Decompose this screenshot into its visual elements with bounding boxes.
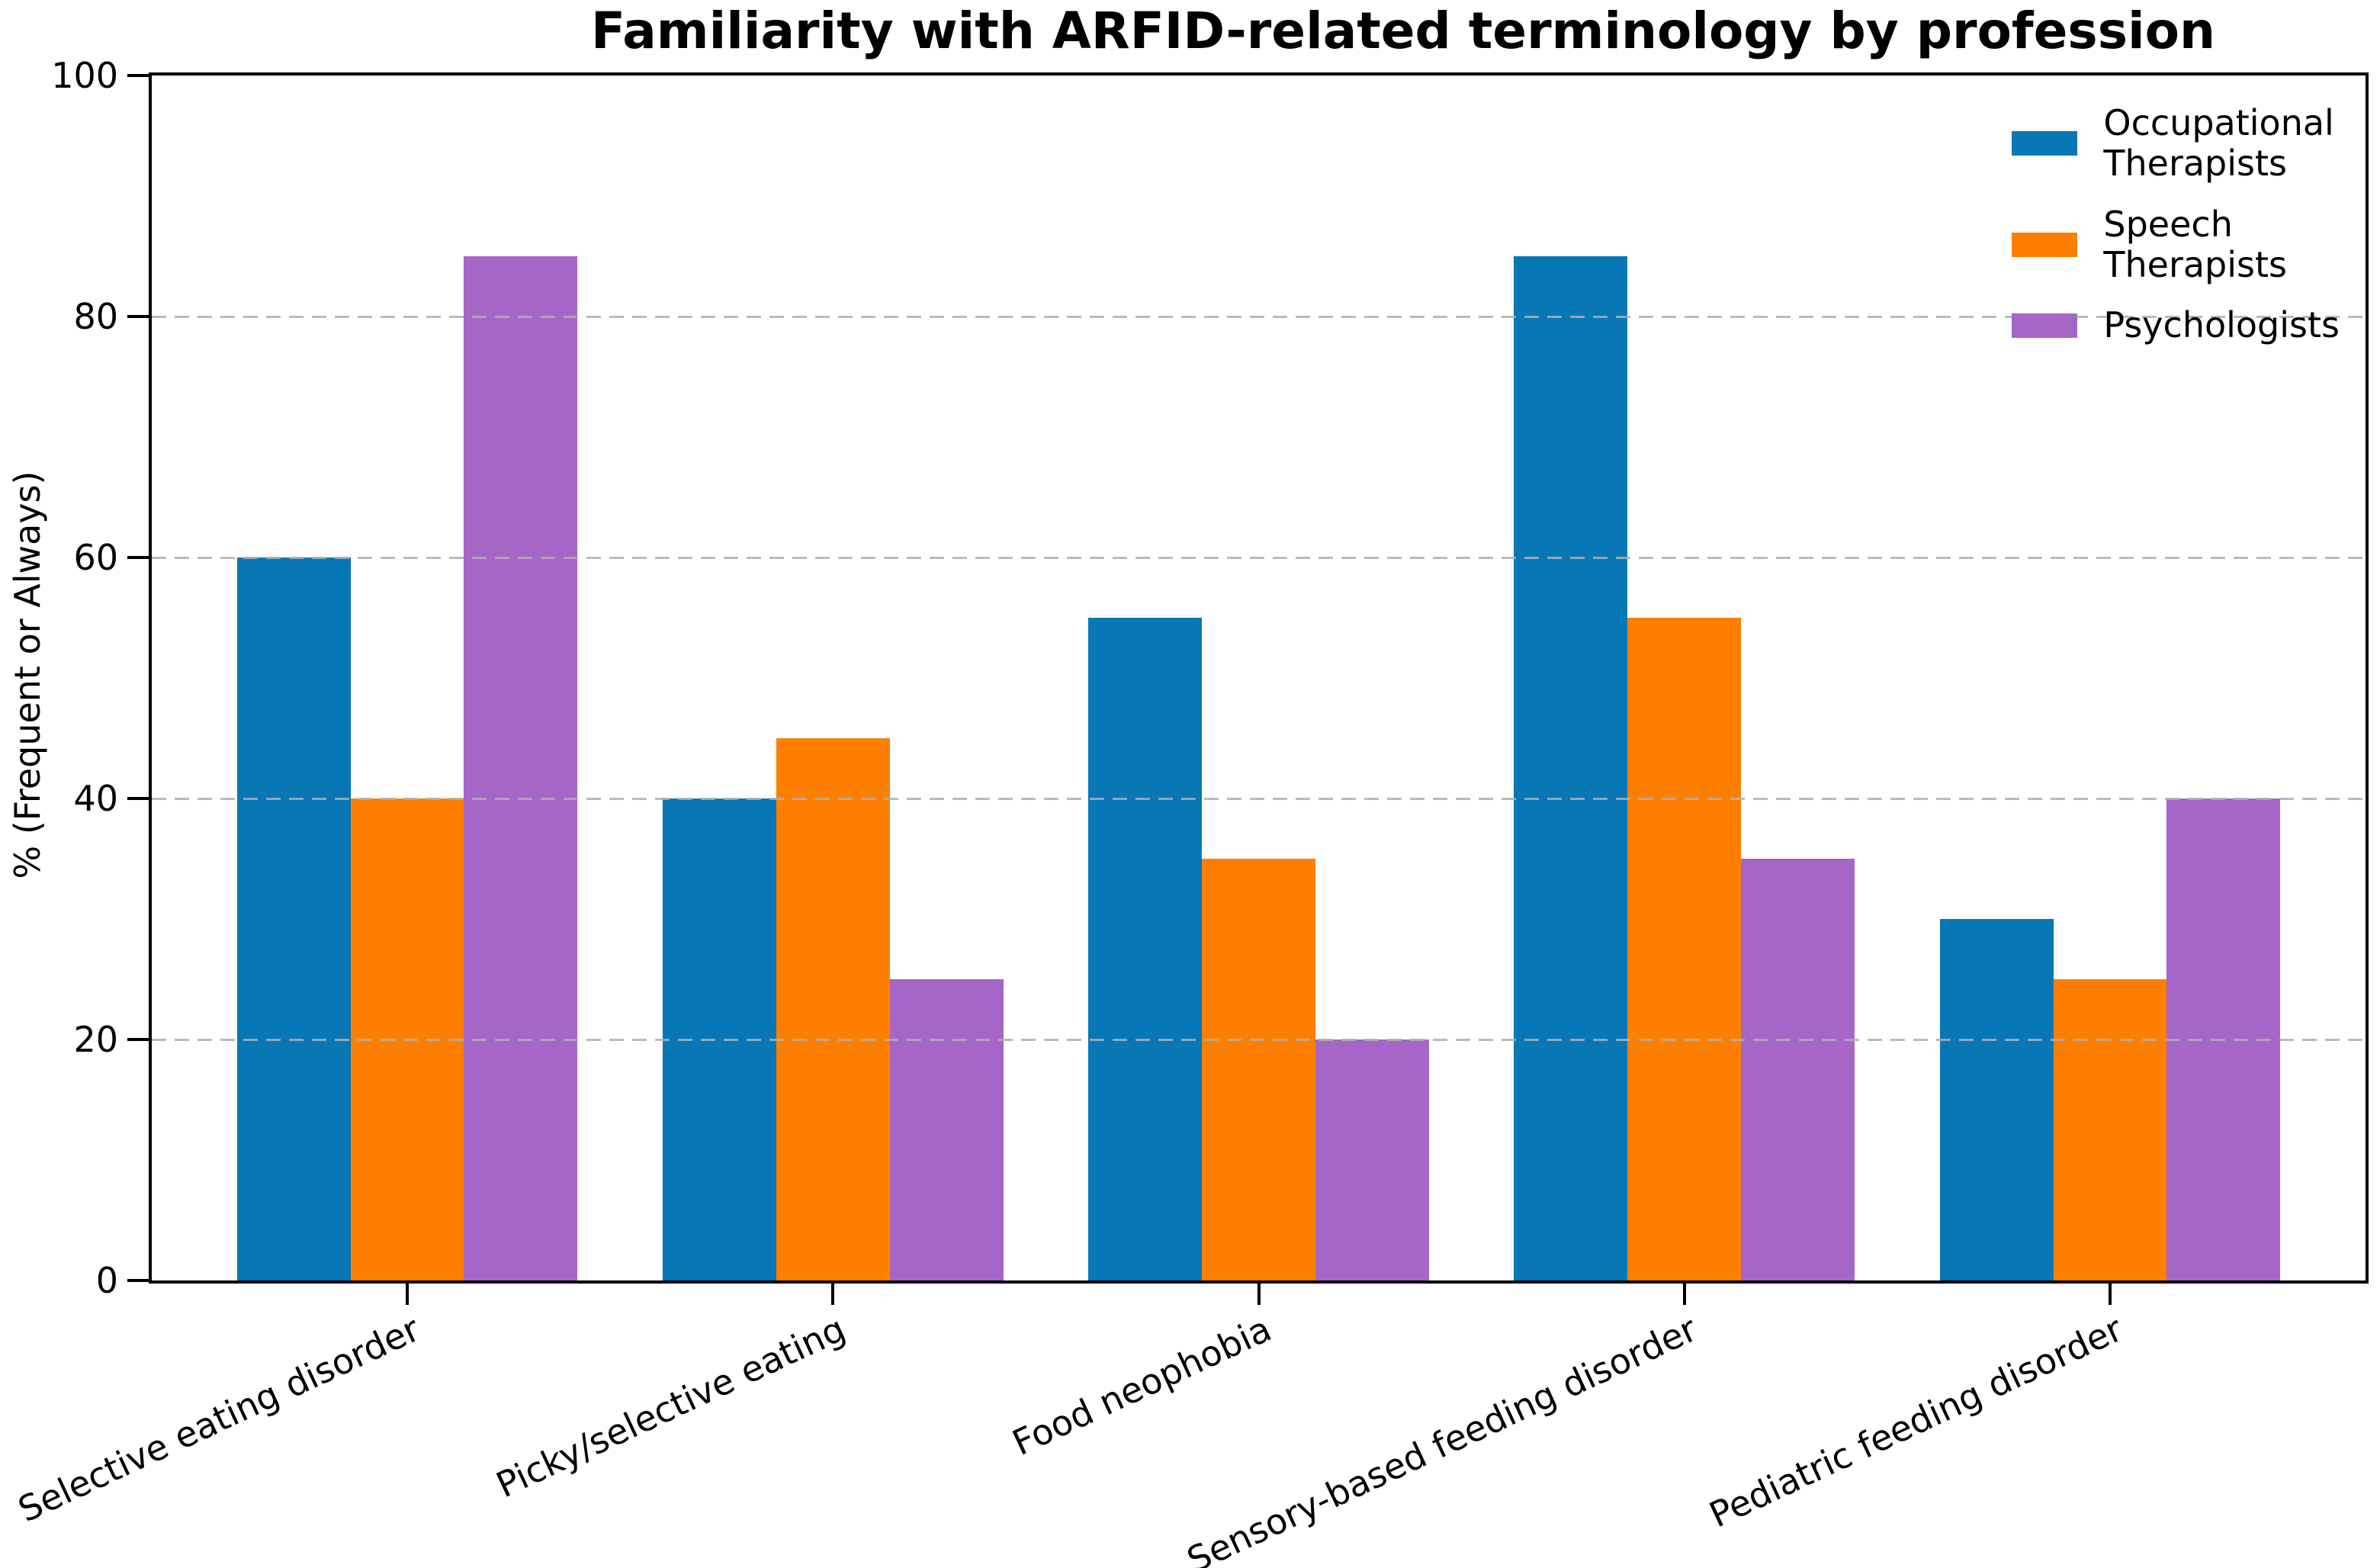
x-tick-4 [2109, 1284, 2112, 1305]
legend-swatch [2012, 131, 2078, 156]
x-label-3: Sensory-based feeding disorder [1180, 1308, 1704, 1568]
y-tick-60 [127, 556, 149, 559]
x-tick-3 [1682, 1284, 1686, 1305]
bar-psychologists-cat0 [464, 256, 578, 1280]
y-tick-100 [127, 74, 149, 77]
y-axis-label: % (Frequent or Always) [7, 471, 48, 879]
bar-occupational-therapists-cat0 [236, 557, 351, 1280]
legend-label: Psychologists [2103, 304, 2340, 346]
gridline-20 [152, 1039, 2366, 1041]
bar-speech-therapists-cat4 [2053, 979, 2167, 1280]
x-label-2: Food neophobia [1006, 1308, 1278, 1464]
x-axis-labels: Selective eating disorder Picky/selective… [12, 1280, 2362, 1568]
y-tick-label-0: 0 [95, 1260, 118, 1301]
bar-occupational-therapists-cat3 [1514, 256, 1628, 1280]
plot-area: Occupational Therapists Speech Therapists… [51, 55, 2369, 1305]
chart-title: Familiarity with ARFID-related terminolo… [591, 2, 2215, 60]
x-tick-2 [1257, 1284, 1261, 1305]
y-tick-label-80: 80 [73, 296, 118, 337]
x-tick-1 [831, 1284, 835, 1305]
bar-psychologists-cat1 [889, 979, 1004, 1280]
y-tick-label-20: 20 [73, 1019, 118, 1060]
y-tick-80 [127, 315, 149, 318]
legend-row-occupational-therapists: Occupational Therapists [2012, 102, 2340, 185]
legend: Occupational Therapists Speech Therapists… [2012, 102, 2340, 346]
x-label-0: Selective eating disorder [11, 1308, 426, 1531]
legend-row-psychologists: Psychologists [2012, 305, 2340, 345]
bar-speech-therapists-cat1 [776, 738, 890, 1280]
x-label-1: Picky/selective eating [490, 1308, 853, 1506]
legend-label: Speech Therapists [2103, 203, 2288, 286]
bar-occupational-therapists-cat2 [1088, 618, 1203, 1280]
bar-psychologists-cat2 [1315, 1039, 1429, 1280]
bar-psychologists-cat3 [1741, 859, 1855, 1280]
y-tick-label-60: 60 [73, 537, 118, 578]
gridline-40 [152, 798, 2366, 800]
y-tick-20 [127, 1038, 149, 1041]
gridline-80 [152, 316, 2366, 318]
bar-speech-therapists-cat3 [1627, 618, 1742, 1280]
y-tick-0 [127, 1279, 149, 1282]
x-tick-0 [405, 1284, 409, 1305]
y-tick-40 [127, 797, 149, 800]
x-label-4: Pediatric feeding disorder [1703, 1308, 2129, 1536]
bar-occupational-therapists-cat4 [1939, 919, 2054, 1280]
legend-label: Occupational Therapists [2103, 102, 2334, 185]
legend-row-speech-therapists: Speech Therapists [2012, 204, 2340, 286]
legend-swatch [2012, 313, 2078, 339]
y-tick-label-40: 40 [73, 778, 118, 819]
gridline-60 [152, 557, 2366, 559]
bar-speech-therapists-cat2 [1202, 859, 1315, 1280]
y-tick-label-100: 100 [51, 55, 118, 96]
legend-swatch [2012, 233, 2078, 258]
